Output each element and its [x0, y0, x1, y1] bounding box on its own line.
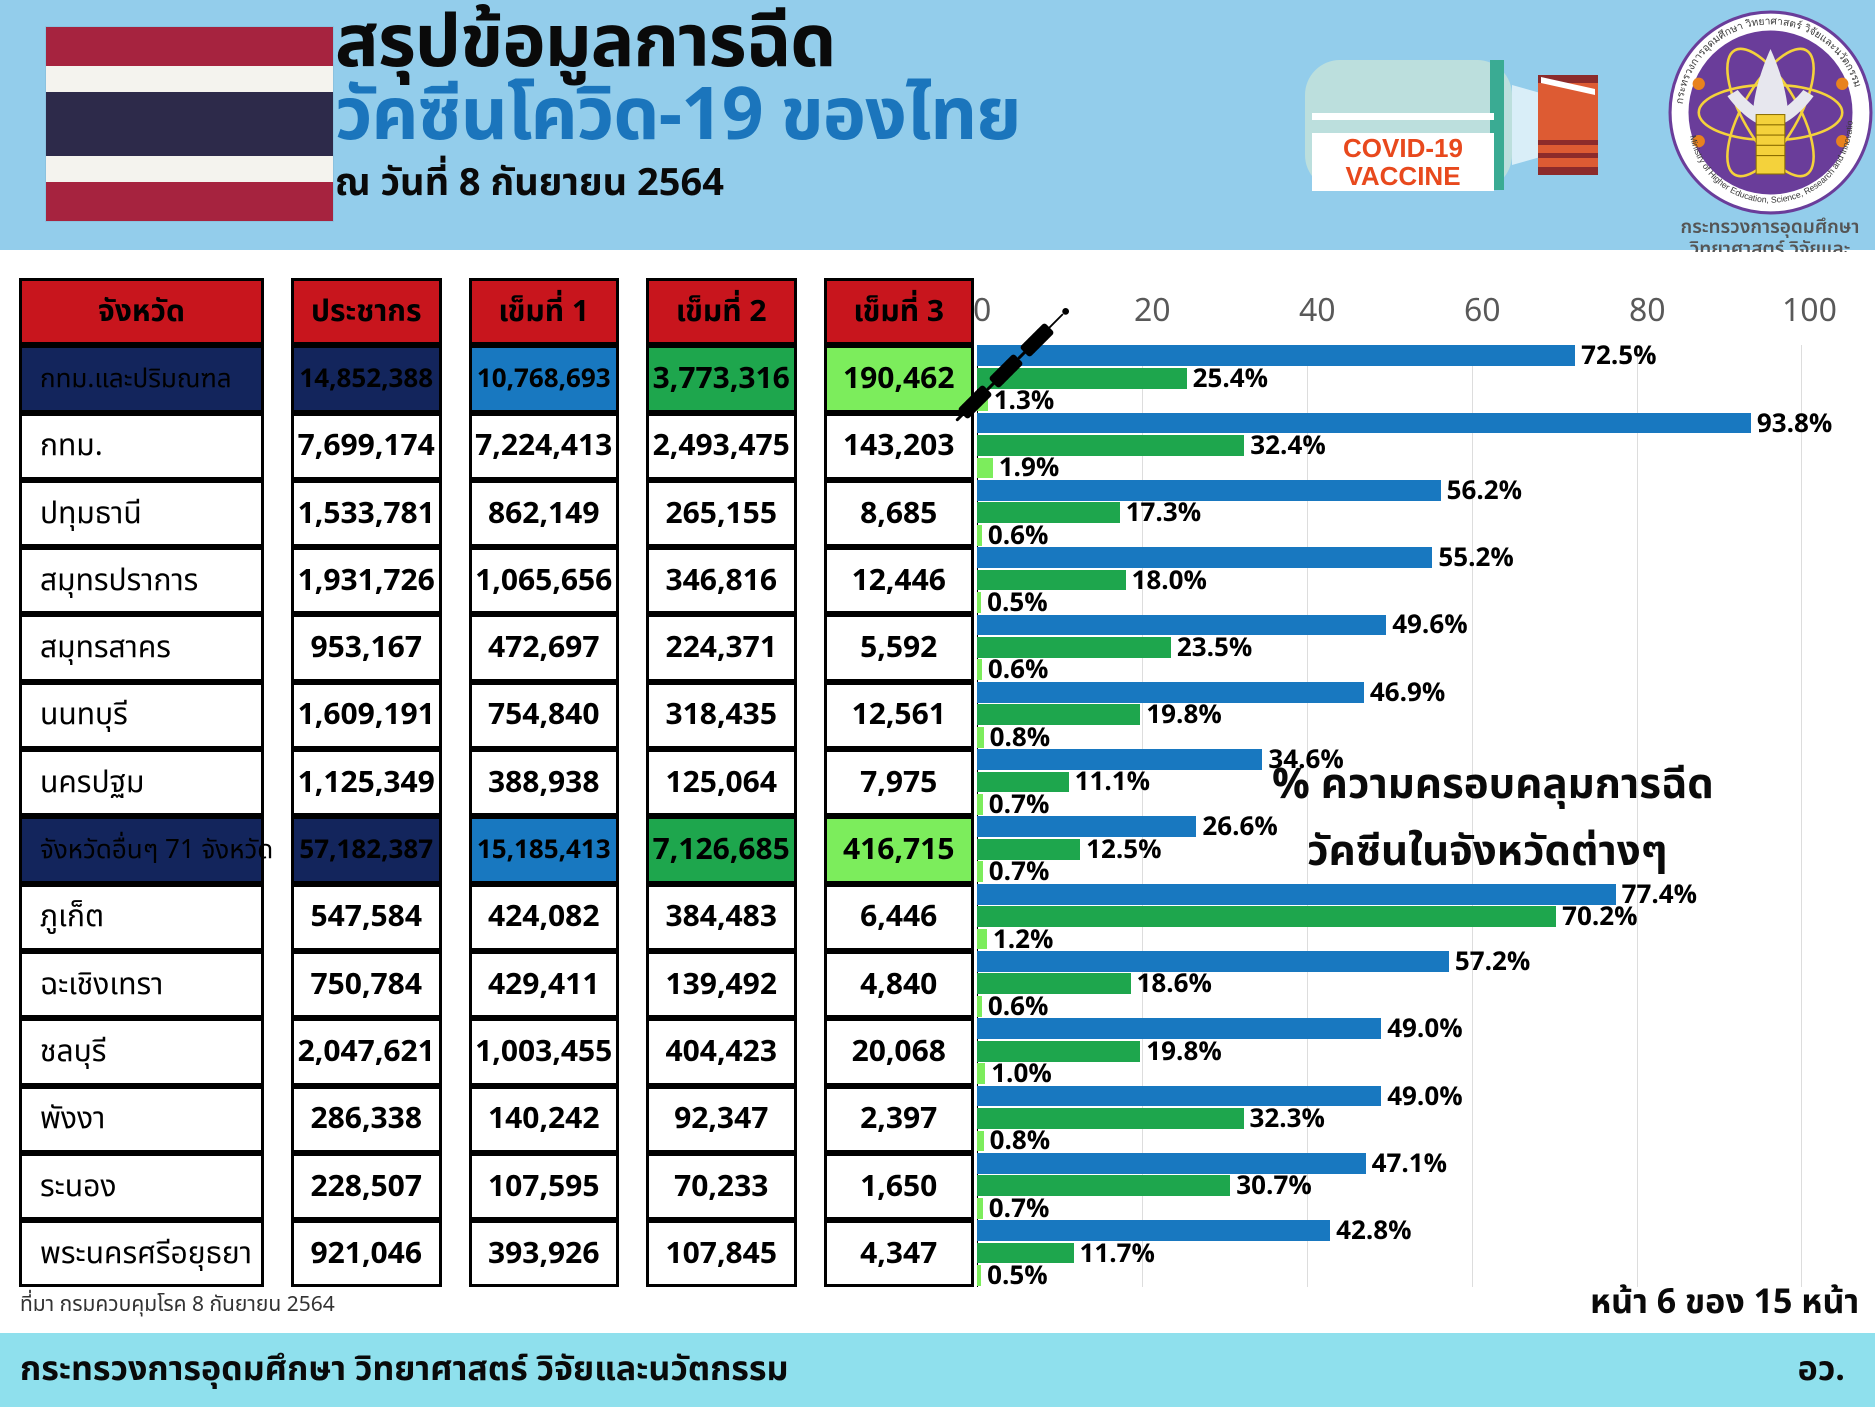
- svg-text:COVID-19: COVID-19: [1343, 133, 1463, 163]
- svg-text:VACCINE: VACCINE: [1345, 161, 1460, 191]
